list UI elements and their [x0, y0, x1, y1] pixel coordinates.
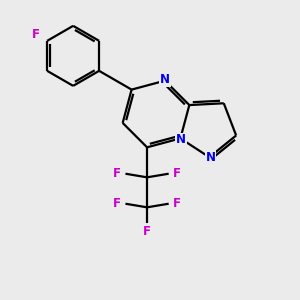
- Text: F: F: [113, 167, 121, 180]
- Text: F: F: [143, 224, 151, 238]
- Text: N: N: [176, 133, 186, 146]
- Text: F: F: [113, 196, 121, 210]
- Text: F: F: [173, 167, 181, 180]
- Text: N: N: [160, 73, 170, 86]
- Text: F: F: [32, 28, 40, 41]
- Text: F: F: [173, 196, 181, 210]
- Text: N: N: [206, 151, 216, 164]
